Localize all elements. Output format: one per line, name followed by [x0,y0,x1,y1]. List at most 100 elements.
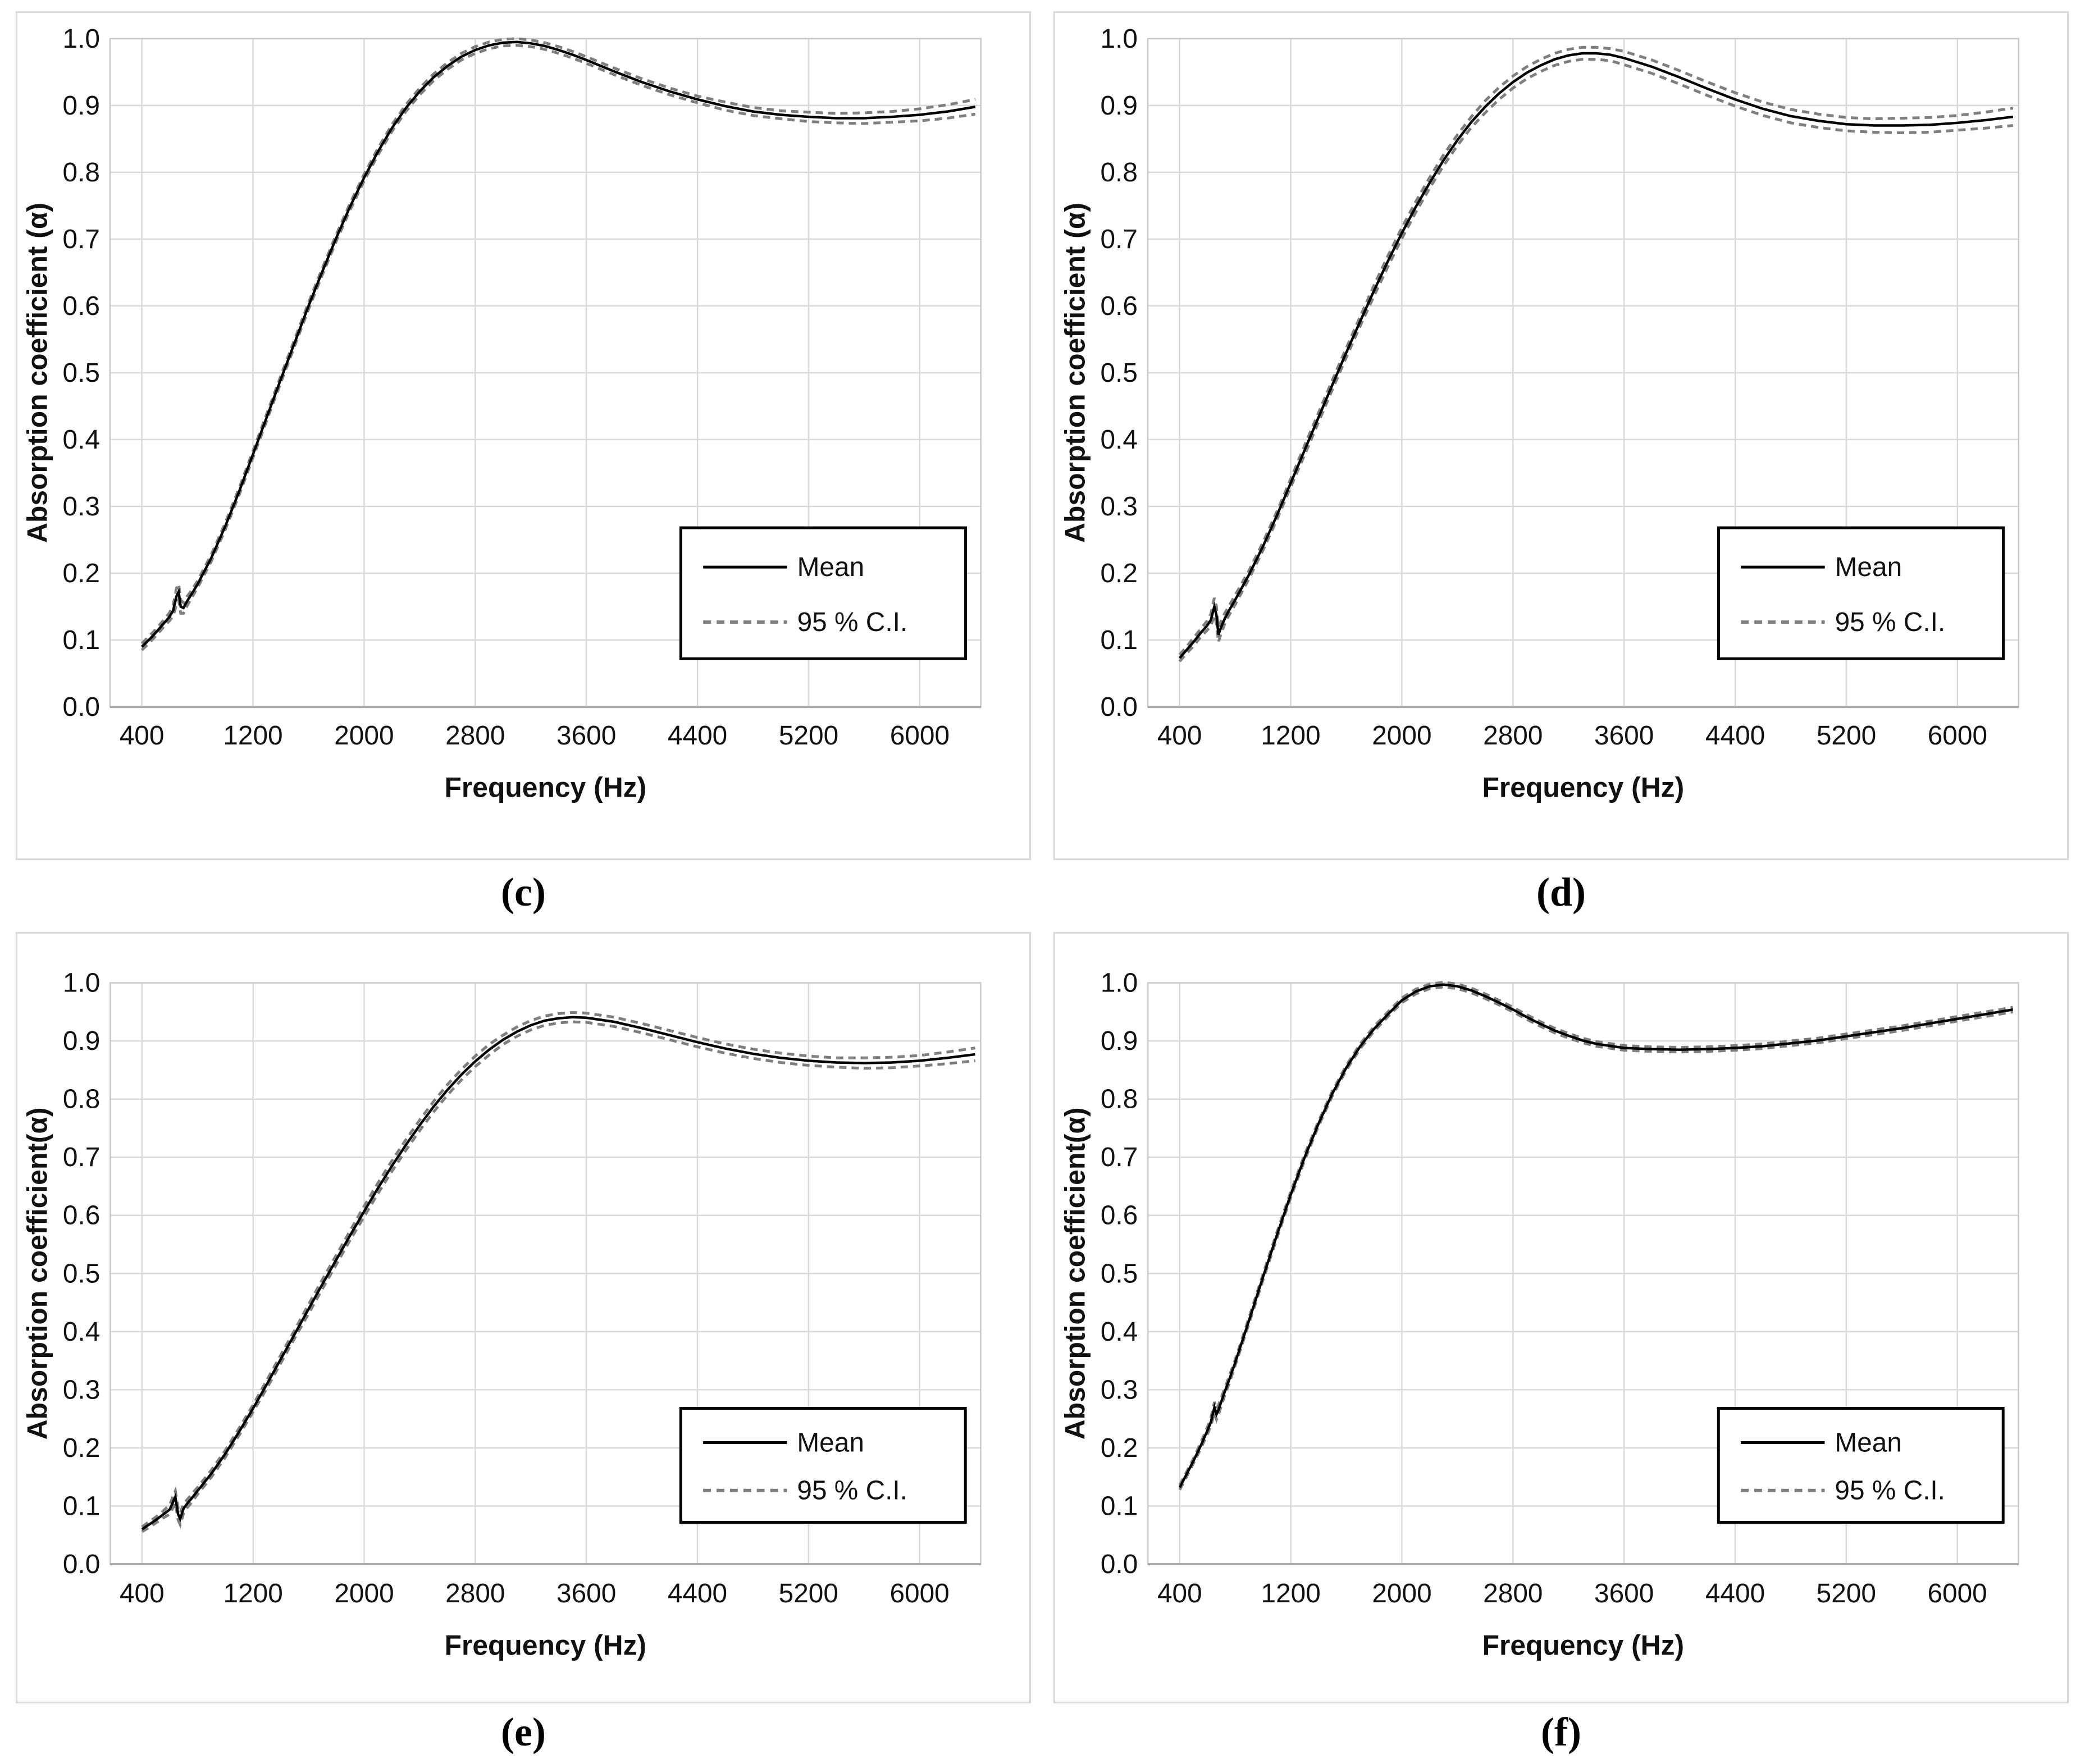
y-tick-label: 0.6 [1101,291,1138,321]
panel-label-f: (f) [1541,1710,1581,1754]
y-tick-label: 0.7 [1101,225,1138,254]
x-tick-label: 5200 [779,721,838,751]
x-tick-label: 6000 [1927,1579,1987,1608]
x-tick-label: 3600 [1594,721,1654,751]
y-tick-label: 0.0 [1101,1550,1138,1579]
ci95-upper-line [1178,981,2013,1486]
y-tick-label: 0.5 [1101,358,1138,388]
y-tick-label: 1.0 [63,24,100,54]
legend-mean-label: Mean [797,552,865,582]
x-tick-label: 5200 [779,1579,838,1608]
ci95-upper-line [140,37,976,645]
x-tick-label: 2000 [334,1579,394,1608]
y-tick-label: 0.6 [1101,1201,1138,1231]
absorption-chart-f: 0.0 0.1 0.2 0.3 0.4 0.5 0.6 0.7 0.8 0.9 1.0 400 1200… [1060,968,2019,1661]
legend-ci-label: 95 % C.I. [1835,1476,1945,1506]
y-tick-label: 0.8 [63,1085,100,1114]
y-tick-label: 0.5 [63,1259,100,1288]
y-tick-label: 0.1 [63,1491,100,1521]
panel-label-e: (e) [501,1710,546,1754]
legend-ci-label: 95 % C.I. [797,1476,907,1506]
ci95-lower-line [1178,985,2013,1491]
x-tick-label: 400 [1157,721,1202,751]
y-axis-title: Absorption coefficient (α) [21,203,53,543]
x-axis-title: Frequency (Hz) [1482,771,1684,803]
x-tick-label: 1200 [1261,721,1320,751]
y-tick-label: 0.2 [1101,1433,1138,1463]
y-axis-title: Absorption coefficient(α) [22,1107,53,1439]
x-axis-title: Frequency (Hz) [1482,1629,1684,1661]
ci95-lower-line [141,1020,975,1533]
panel-label-d: (d) [1536,870,1586,915]
y-tick-label: 0.9 [63,1026,100,1056]
ci95-upper-line [1178,45,2014,656]
x-tick-label: 4400 [1705,721,1765,751]
x-tick-label: 4400 [668,721,727,751]
y-tick-label: 0.8 [1101,158,1138,188]
x-tick-label: 2800 [445,1579,505,1608]
y-tick-label: 0.3 [63,1375,100,1405]
y-tick-label: 0.0 [63,692,100,722]
legend: Mean 95 % C.I. [679,526,968,660]
y-tick-label: 0.0 [1101,692,1138,722]
legend-box [679,526,968,660]
y-tick-label: 0.7 [63,1143,100,1172]
mean-line [1178,983,2013,1488]
x-axis-title: Frequency (Hz) [445,1629,646,1661]
x-axis-title: Frequency (Hz) [444,771,646,803]
y-tick-label: 0.3 [63,492,100,522]
chart-panel-d: 0.0 0.1 0.2 0.3 0.4 0.5 0.6 0.7 0.8 0.9 1.0 400 1200… [1053,11,2069,860]
y-tick-label: 0.4 [1101,1317,1138,1347]
y-tick-label: 0.0 [63,1550,100,1579]
absorption-chart-c: 0.0 0.1 0.2 0.3 0.4 0.5 0.6 0.7 0.8 0.9 1.0 400 1200… [21,24,982,803]
mean-line [1178,52,2014,659]
y-tick-label: 0.8 [63,158,100,188]
y-tick-label: 1.0 [1101,968,1138,998]
absorption-chart-d: 0.0 0.1 0.2 0.3 0.4 0.5 0.6 0.7 0.8 0.9 1.0 400 1200… [1059,24,2019,803]
y-axis-title: Absorption coefficient(α) [1060,1107,1091,1439]
y-tick-label: 0.5 [63,358,100,388]
y-tick-label: 0.9 [1101,91,1138,121]
ci95-lower-line [140,44,976,651]
legend-box [1717,526,2005,660]
y-tick-label: 0.2 [1101,559,1138,588]
legend-ci-label: 95 % C.I. [797,607,908,637]
x-tick-label: 3600 [1594,1579,1654,1608]
y-tick-label: 0.5 [1101,1259,1138,1288]
legend: Mean 95 % C.I. [1717,1407,2005,1524]
x-tick-label: 6000 [889,1579,949,1608]
legend-box [679,1407,967,1524]
y-tick-label: 0.6 [63,291,100,321]
y-tick-label: 0.1 [1101,625,1138,655]
chart-panel-c: 0.0 0.1 0.2 0.3 0.4 0.5 0.6 0.7 0.8 0.9 1.0 400 1200… [16,11,1031,860]
x-tick-label: 3600 [556,721,616,751]
x-tick-label: 6000 [890,721,950,751]
legend: Mean 95 % C.I. [1717,526,2005,660]
x-tick-label: 4400 [668,1579,727,1608]
y-tick-label: 0.9 [1101,1026,1138,1056]
x-tick-label: 3600 [556,1579,616,1608]
x-tick-label: 400 [120,721,165,751]
absorption-chart-e: 0.0 0.1 0.2 0.3 0.4 0.5 0.6 0.7 0.8 0.9 1.0 400 1200… [22,968,982,1661]
x-tick-label: 2000 [1372,721,1431,751]
x-tick-label: 1200 [223,721,282,751]
x-tick-label: 2800 [445,721,505,751]
legend-mean-label: Mean [797,1428,864,1457]
x-tick-label: 2000 [1372,1579,1431,1608]
x-tick-label: 2000 [334,721,394,751]
panel-label-c: (c) [501,870,546,915]
chart-panel-e: 0.0 0.1 0.2 0.3 0.4 0.5 0.6 0.7 0.8 0.9 1.0 400 1200… [16,932,1031,1703]
mean-line [141,1016,975,1530]
y-tick-label: 0.4 [63,1317,100,1347]
x-tick-label: 5200 [1817,721,1876,751]
y-tick-label: 0.8 [1101,1085,1138,1114]
y-tick-label: 0.1 [1101,1491,1138,1521]
y-tick-label: 0.4 [1101,425,1138,455]
chart-panel-f: 0.0 0.1 0.2 0.3 0.4 0.5 0.6 0.7 0.8 0.9 1.0 400 1200… [1053,932,2069,1703]
y-tick-label: 0.3 [1101,1375,1138,1405]
legend: Mean 95 % C.I. [679,1407,967,1524]
x-tick-label: 400 [1157,1579,1202,1608]
y-tick-label: 0.2 [63,559,100,588]
x-tick-label: 5200 [1817,1579,1876,1608]
